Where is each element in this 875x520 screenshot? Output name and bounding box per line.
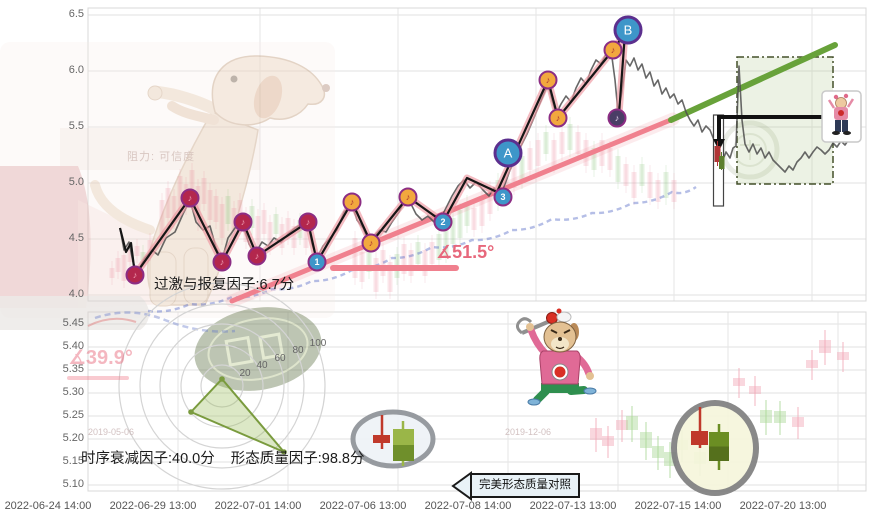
svg-text:♪: ♪ [220, 257, 225, 267]
top-y-tick: 5.5 [68, 120, 84, 132]
bottom-y-tick: 5.10 [62, 478, 84, 490]
wave-marker-orange: ♪ [398, 187, 418, 207]
wave-marker-darkpurple: ♪ [607, 108, 627, 128]
wave-marker-crimson: ♪ [247, 246, 267, 266]
perfect-pattern-banner[interactable]: 完美形态质量对照 [470, 473, 580, 498]
x-axis-tick: 2022-07-01 14:00 [214, 500, 302, 512]
wave-marker-orange: ♪ [361, 233, 381, 253]
svg-text:A: A [504, 146, 513, 161]
red-watermark-block [0, 166, 91, 308]
x-axis-tick: 2022-06-24 14:00 [4, 500, 92, 512]
wave-marker-B: B [613, 15, 643, 45]
top-y-tick: 6.5 [68, 8, 84, 20]
decay-factor-label: 时序衰减因子:40.0分 [81, 451, 215, 467]
wave-marker-A: A [493, 138, 523, 168]
wave-marker-crimson: ♪ [180, 188, 200, 208]
mini-character-card [821, 90, 862, 143]
comparison-rings-layer [350, 400, 759, 496]
wave-marker-crimson: ♪ [298, 212, 318, 232]
svg-text:♪: ♪ [241, 217, 246, 227]
svg-text:♪: ♪ [615, 113, 620, 123]
wave-marker-orange: ♪ [342, 192, 362, 212]
svg-text:♪: ♪ [611, 45, 616, 55]
trend-angle-label: ∡51.5° [436, 242, 495, 262]
x-axis-tick: 2022-07-13 13:00 [529, 500, 617, 512]
resistance-watermark-text: 阻力: 可信度 [127, 151, 196, 163]
svg-text:♪: ♪ [350, 197, 355, 207]
wave-marker-blue: 1 [307, 252, 327, 272]
svg-text:♪: ♪ [369, 238, 374, 248]
figures-layer [515, 90, 862, 406]
dog-eye [230, 75, 238, 83]
svg-text:♪: ♪ [188, 193, 193, 203]
bottom-y-tick: 5.15 [62, 455, 84, 467]
wave-markers-layer: ♪ ♪ ♪ ♪ ♪ ♪ 1 ♪ ♪ ♪ 2 3 ♪ ♪ ♪ ♪ A B [125, 15, 643, 285]
wave-marker-crimson: ♪ [212, 252, 232, 272]
svg-text:♪: ♪ [406, 192, 411, 202]
x-axis-tick: 2022-06-29 13:00 [109, 500, 197, 512]
radar-tick-label: 20 [239, 368, 251, 379]
bottom-y-tick: 5.30 [62, 386, 84, 398]
bottom-y-tick: 5.35 [62, 363, 84, 375]
dancing-dog-mascot [515, 308, 597, 406]
wave-marker-orange: ♪ [603, 40, 623, 60]
wave-marker-blue: 2 [433, 212, 453, 232]
svg-text:3: 3 [500, 192, 505, 202]
top-y-tick: 6.0 [68, 64, 84, 76]
ghost-date: 2019-05-06 [88, 427, 135, 437]
bottom-y-tick: 5.40 [62, 340, 84, 352]
bottom-y-tick: 5.20 [62, 432, 84, 444]
target-box-layer [736, 56, 834, 185]
svg-text:2: 2 [440, 217, 445, 227]
wave-marker-crimson: ♪ [125, 265, 145, 285]
svg-text:♪: ♪ [133, 270, 138, 280]
entry-annotation-layer [712, 114, 852, 207]
svg-text:B: B [624, 23, 633, 38]
radar-tick-label: 100 [310, 338, 327, 349]
bottom-chart-plot[interactable] [88, 312, 866, 491]
seal-watermark-radar [194, 307, 322, 391]
svg-text:♪: ♪ [306, 217, 311, 227]
wave-marker-orange: ♪ [538, 70, 558, 90]
x-axis-tick: 2022-07-15 14:00 [634, 500, 722, 512]
top-y-tick: 4.5 [68, 232, 84, 244]
wave-marker-orange: ♪ [548, 108, 568, 128]
x-axis-tick: 2022-07-06 13:00 [319, 500, 407, 512]
radar-tick-label: 80 [292, 345, 304, 356]
radar-tick-label: 40 [256, 360, 268, 371]
factor-scores-row: 时序衰减因子:40.0分 形态质量因子:98.8分 [81, 447, 365, 468]
x-axis-tick: 2022-07-08 14:00 [424, 500, 512, 512]
top-y-tick: 5.0 [68, 176, 84, 188]
faint-overlay-curves [87, 311, 236, 333]
svg-text:♪: ♪ [255, 251, 260, 261]
top-y-tick: 4.0 [68, 288, 84, 300]
radar-layer: 20 40 60 80 100 [118, 282, 327, 490]
gray-watermark-block [0, 296, 149, 330]
svg-text:1: 1 [314, 257, 319, 267]
reference-angle-label: ∡39.9° [68, 347, 133, 369]
top-chart-plot[interactable] [88, 8, 866, 301]
reference-angle-underline [67, 376, 129, 380]
wave-marker-crimson: ♪ [233, 212, 253, 232]
svg-text:♪: ♪ [546, 75, 551, 85]
moving-average-layer [147, 186, 697, 313]
bottom-y-tick: 5.25 [62, 409, 84, 421]
bottom-y-tick: 5.45 [62, 317, 84, 329]
radar-tick-label: 60 [274, 353, 286, 364]
overshoot-factor-label: 过激与报复因子:6.7分 [154, 277, 295, 293]
quality-factor-label: 形态质量因子:98.8分 [230, 451, 365, 467]
svg-text:♪: ♪ [556, 113, 561, 123]
wave-marker-blue: 3 [493, 187, 513, 207]
x-axis-tick: 2022-07-20 13:00 [739, 500, 827, 512]
ghost-date: 2019-12-06 [505, 427, 552, 437]
